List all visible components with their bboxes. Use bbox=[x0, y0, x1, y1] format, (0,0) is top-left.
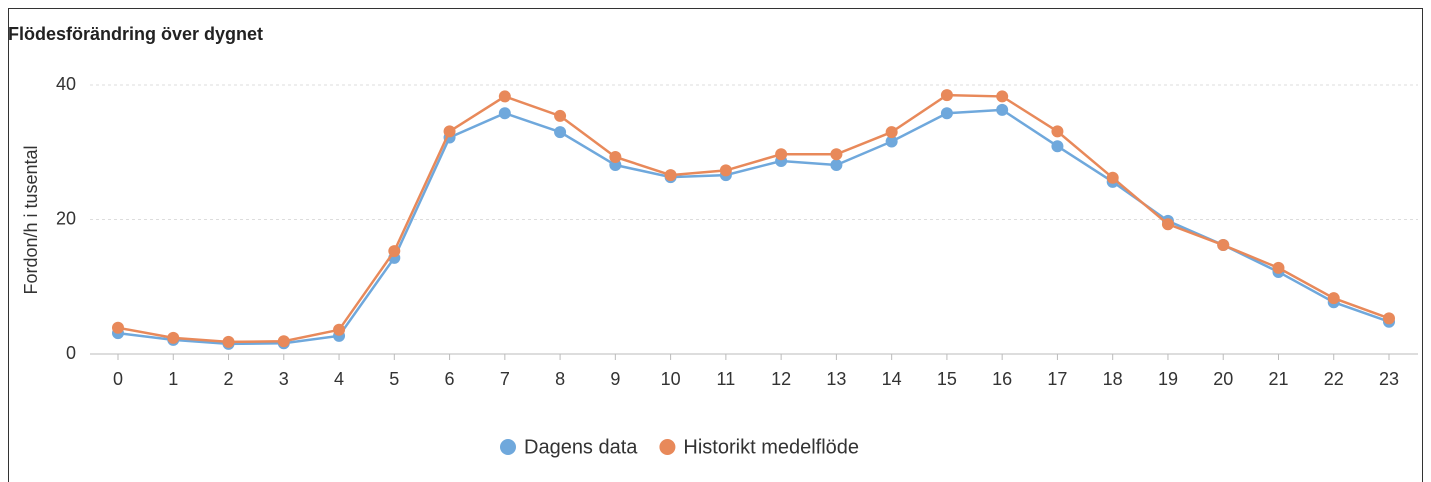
x-tick-label: 0 bbox=[113, 369, 123, 389]
legend-label: Dagens data bbox=[524, 436, 638, 458]
point bbox=[940, 107, 953, 120]
point bbox=[775, 148, 788, 161]
point bbox=[554, 109, 567, 122]
point bbox=[996, 90, 1009, 103]
point bbox=[554, 126, 567, 139]
point bbox=[1217, 239, 1230, 252]
x-tick-label: 17 bbox=[1047, 369, 1067, 389]
x-tick-label: 9 bbox=[610, 369, 620, 389]
legend-marker bbox=[659, 439, 676, 455]
x-tick-label: 22 bbox=[1324, 369, 1344, 389]
x-tick-label: 20 bbox=[1213, 369, 1233, 389]
y-tick-label: 0 bbox=[66, 343, 76, 363]
y-tick-label: 20 bbox=[56, 208, 76, 228]
point bbox=[830, 159, 843, 172]
point bbox=[388, 245, 401, 258]
x-tick-label: 13 bbox=[826, 369, 846, 389]
point bbox=[222, 335, 235, 348]
x-tick-label: 10 bbox=[661, 369, 681, 389]
point bbox=[830, 148, 843, 161]
point bbox=[1106, 171, 1119, 184]
x-tick-label: 12 bbox=[771, 369, 791, 389]
chart-title: Flödesförändring över dygnet bbox=[8, 24, 263, 44]
x-tick-label: 5 bbox=[389, 369, 399, 389]
x-tick-label: 16 bbox=[992, 369, 1012, 389]
point bbox=[1383, 312, 1395, 325]
point bbox=[112, 321, 124, 334]
x-tick-label: 7 bbox=[500, 369, 510, 389]
x-tick-label: 21 bbox=[1268, 369, 1288, 389]
point bbox=[1327, 292, 1340, 305]
series-line bbox=[117, 93, 1390, 344]
x-tick-label: 4 bbox=[334, 369, 344, 389]
point bbox=[443, 125, 456, 138]
x-tick-label: 2 bbox=[224, 369, 234, 389]
frame bbox=[8, 8, 1423, 482]
x-tick-label: 14 bbox=[882, 369, 902, 389]
y-axis-label: Fordon/h i tusental bbox=[21, 145, 41, 294]
point bbox=[498, 107, 511, 120]
series-line bbox=[117, 108, 1390, 346]
x-tick-label: 3 bbox=[279, 369, 289, 389]
x-tick-label: 1 bbox=[168, 369, 178, 389]
y-tick-label: 40 bbox=[56, 74, 76, 94]
point bbox=[885, 135, 898, 148]
point bbox=[333, 323, 346, 336]
point bbox=[996, 103, 1009, 116]
x-tick-label: 15 bbox=[937, 369, 957, 389]
point bbox=[940, 89, 953, 102]
point bbox=[167, 331, 180, 344]
point bbox=[277, 335, 290, 348]
point bbox=[1051, 140, 1064, 153]
point bbox=[719, 164, 732, 177]
point bbox=[1051, 125, 1064, 138]
point bbox=[664, 169, 677, 182]
point bbox=[498, 90, 511, 103]
point bbox=[609, 150, 622, 163]
x-tick-label: 23 bbox=[1379, 369, 1399, 389]
x-tick-label: 11 bbox=[717, 369, 736, 389]
x-tick-label: 6 bbox=[445, 369, 455, 389]
legend-label: Historikt medelflöde bbox=[683, 436, 859, 458]
x-tick-label: 8 bbox=[555, 369, 565, 389]
point bbox=[1272, 261, 1285, 274]
x-tick-label: 19 bbox=[1158, 369, 1178, 389]
point bbox=[1161, 218, 1174, 231]
point bbox=[885, 126, 898, 139]
x-tick-label: 18 bbox=[1103, 369, 1123, 389]
legend-marker bbox=[500, 439, 516, 455]
